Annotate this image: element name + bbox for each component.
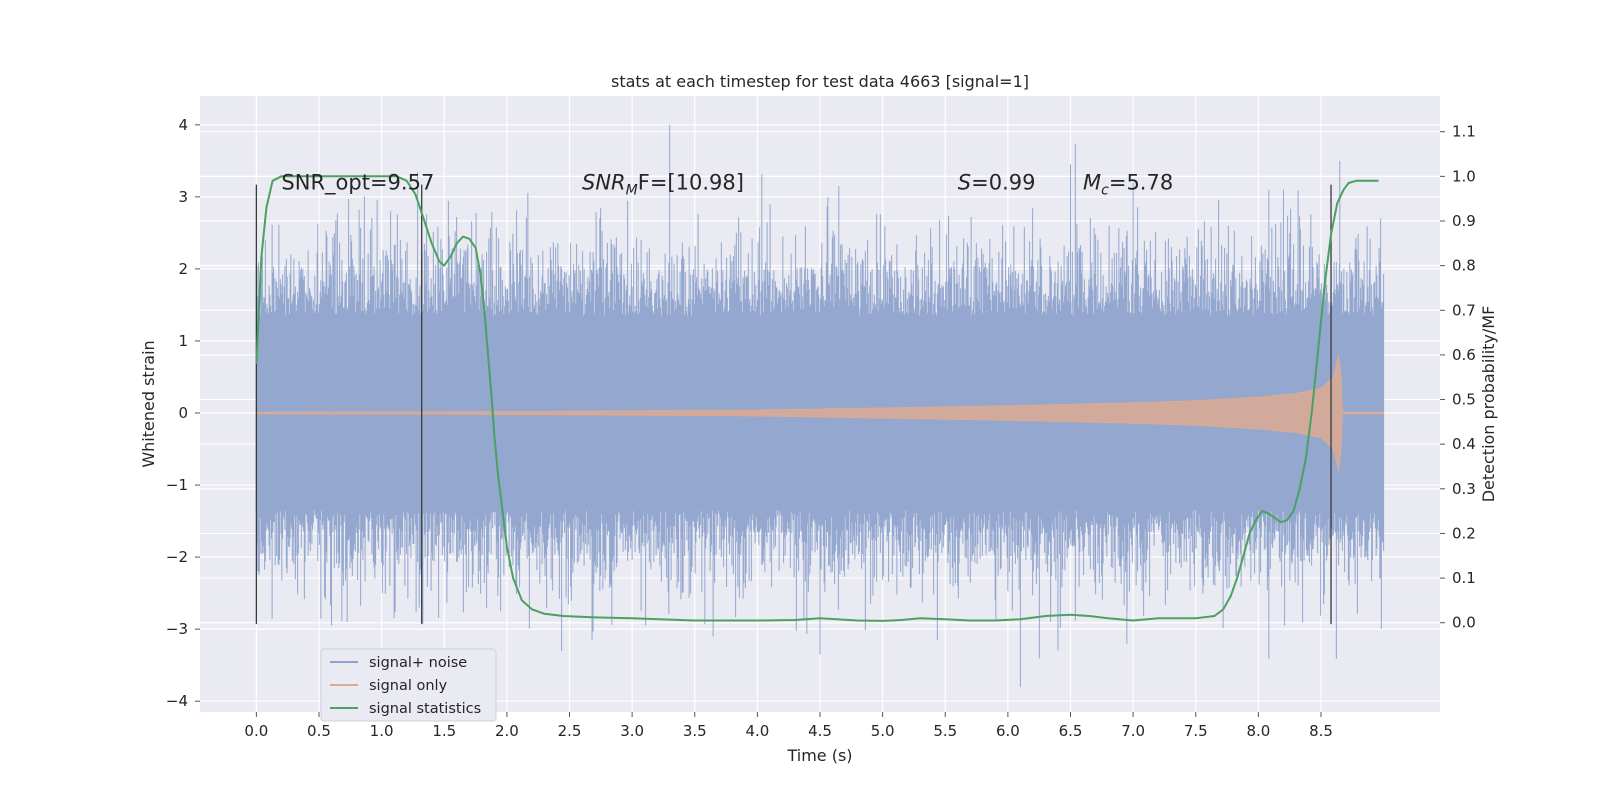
x-tick-label: 0.5 bbox=[307, 722, 331, 740]
y2-tick-label: 0.0 bbox=[1452, 614, 1476, 632]
legend-label-signal-noise: signal+ noise bbox=[369, 655, 467, 671]
x-tick-label: 0.0 bbox=[244, 722, 268, 740]
x-tick-label: 3.0 bbox=[620, 722, 644, 740]
x-tick-label: 2.0 bbox=[495, 722, 519, 740]
series-line-signal-only bbox=[255, 355, 1385, 471]
series-signal-statistics bbox=[255, 175, 1379, 622]
y2-tick-label: 0.1 bbox=[1452, 569, 1476, 587]
annotation-3: Mc=5.78 bbox=[1083, 170, 1173, 198]
x-tick-label: 5.5 bbox=[933, 722, 957, 740]
x-tick-label: 8.0 bbox=[1246, 722, 1270, 740]
y2-tick-label: 1.1 bbox=[1452, 123, 1476, 141]
y-tick-label: 2 bbox=[178, 260, 188, 278]
y-tick-label: 1 bbox=[178, 332, 188, 350]
x-tick-label: 4.0 bbox=[745, 722, 769, 740]
y2-tick-label: 0.3 bbox=[1452, 480, 1476, 498]
x-tick-label: 2.5 bbox=[558, 722, 582, 740]
y-tick-label: 3 bbox=[178, 188, 188, 206]
y-tick-label: −2 bbox=[166, 548, 188, 566]
annotation-1: SNRMF=[10.98] bbox=[582, 170, 744, 198]
x-tick-label: 6.5 bbox=[1059, 722, 1083, 740]
y2-tick-label: 0.4 bbox=[1452, 435, 1476, 453]
x-tick-label: 8.5 bbox=[1309, 722, 1333, 740]
y2-tick-label: 1.0 bbox=[1452, 167, 1476, 185]
x-tick-label: 1.0 bbox=[370, 722, 394, 740]
legend-label-signal-statistics: signal statistics bbox=[369, 701, 481, 717]
annotation-2: S=0.99 bbox=[958, 170, 1036, 194]
legend: signal+ noise signal only signal statist… bbox=[320, 648, 497, 722]
y2-tick-label: 0.7 bbox=[1452, 301, 1476, 319]
x-axis-label: Time (s) bbox=[786, 746, 852, 765]
y2-tick-label: 0.8 bbox=[1452, 257, 1476, 275]
legend-box bbox=[320, 648, 497, 722]
series-signal-only bbox=[255, 355, 1385, 471]
y-tick-label: −1 bbox=[166, 476, 188, 494]
x-tick-label: 7.5 bbox=[1184, 722, 1208, 740]
legend-label-signal-only: signal only bbox=[369, 678, 448, 694]
y-tick-label: −3 bbox=[166, 620, 188, 638]
y2-tick-label: 0.5 bbox=[1452, 391, 1476, 409]
x-tick-label: 4.5 bbox=[808, 722, 832, 740]
x-tick-label: 1.5 bbox=[432, 722, 456, 740]
series-line-signal-statistics bbox=[255, 175, 1379, 622]
y2-axis-label: Detection probability/MF bbox=[1479, 306, 1498, 503]
chart-title: stats at each timestep for test data 466… bbox=[611, 72, 1029, 91]
x-tick-label: 3.5 bbox=[683, 722, 707, 740]
y2-tick-label: 0.9 bbox=[1452, 212, 1476, 230]
annotations: SNR_opt=9.57 SNRMF=[10.98] S=0.99 Mc=5.78 bbox=[281, 170, 1173, 198]
x-tick-label: 7.0 bbox=[1121, 722, 1145, 740]
y2-tick-label: 0.6 bbox=[1452, 346, 1476, 364]
vertical-markers bbox=[255, 184, 1332, 625]
y-tick-label: 0 bbox=[178, 404, 188, 422]
x-tick-label: 6.0 bbox=[996, 722, 1020, 740]
y2-tick-label: 0.2 bbox=[1452, 524, 1476, 542]
y-axis-label: Whitened strain bbox=[139, 340, 158, 467]
y-tick-label: −4 bbox=[166, 692, 188, 710]
x-tick-label: 5.0 bbox=[871, 722, 895, 740]
axes: 0.0 0.5 1.0 1.5 2.0 2.5 3.0 3.5 4.0 4.5 5.0 5.5 6.0 6… bbox=[166, 116, 1476, 740]
annotation-0: SNR_opt=9.57 bbox=[281, 170, 434, 195]
y-tick-label: 4 bbox=[178, 116, 188, 134]
